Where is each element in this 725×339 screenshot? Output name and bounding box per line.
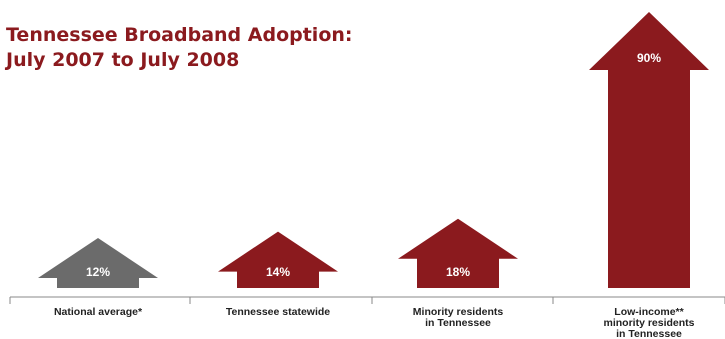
bar-arrow-2 [218,231,338,288]
category-label-1-line-1: National average* [54,306,143,318]
chart-title: Tennessee Broadband Adoption: July 2007 … [4,24,353,71]
data-label-3: 18% [446,265,470,279]
data-label-4: 90% [637,51,661,65]
bar-arrow-4 [589,12,709,288]
category-labels: National average* Tennessee statewide Mino… [54,306,695,339]
category-label-4-line-1: Low-income** [614,306,684,318]
chart-title-line-1: Tennessee Broadband Adoption: [6,24,353,46]
data-label-2: 14% [266,265,290,279]
x-axis [9,296,725,304]
bar-series: 12% 14% 18% 90% [38,12,709,288]
category-label-2-line-1: Tennessee statewide [226,306,330,318]
data-label-1: 12% [86,265,110,279]
category-label-4-line-3: in Tennessee [616,328,682,339]
chart-title-line-2: July 2007 to July 2008 [4,49,239,71]
bar-arrow-3 [398,218,518,288]
category-label-3-line-1: Minority residents [413,306,504,318]
bar-arrow-1 [38,238,158,288]
category-label-3-line-2: in Tennessee [425,317,491,329]
category-label-4-line-2: minority residents [603,317,694,329]
